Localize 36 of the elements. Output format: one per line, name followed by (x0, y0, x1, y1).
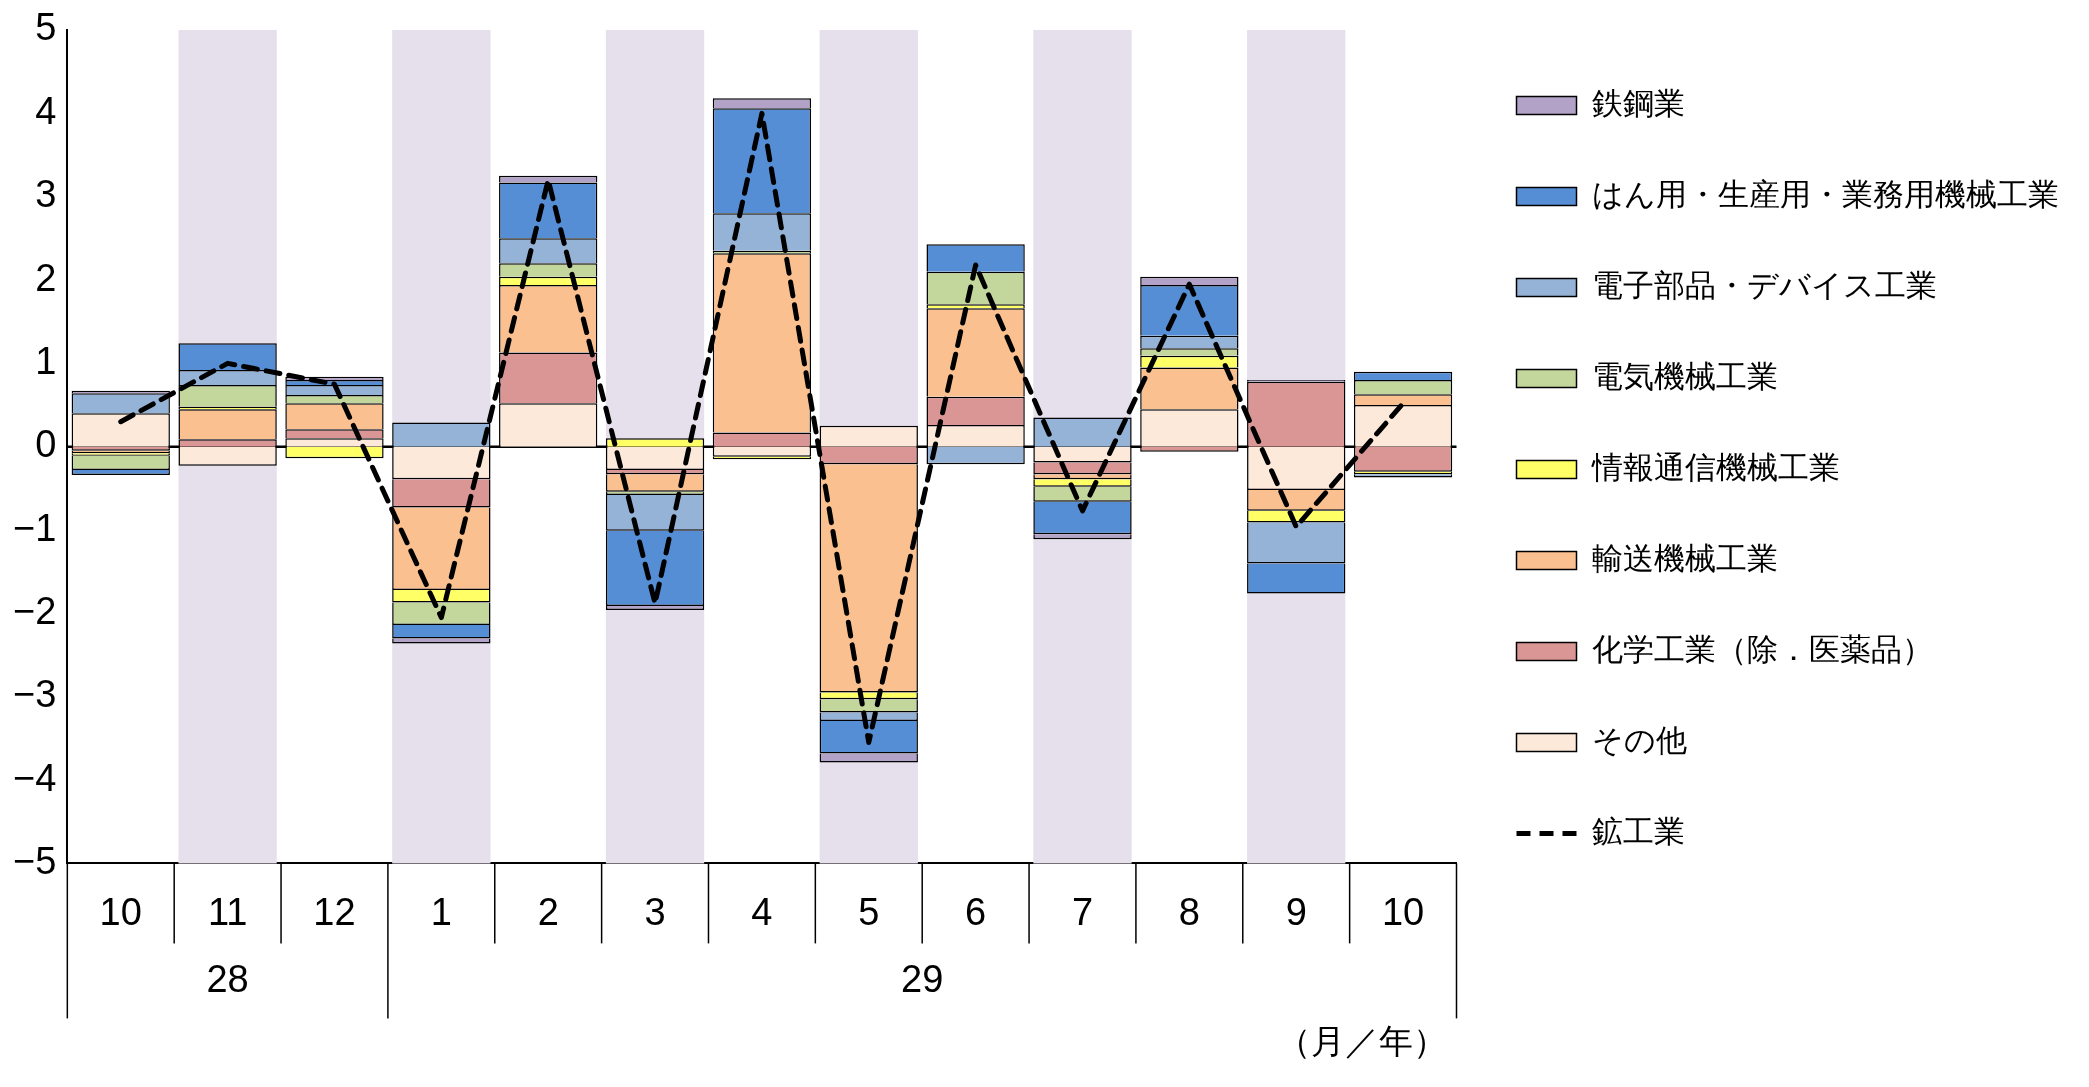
x-tick-label: 7 (1071, 890, 1094, 933)
legend-label: 輸送機械工業 (1592, 541, 1778, 577)
y-tick-label: −5 (13, 839, 57, 882)
legend-label: 電子部品・デバイス工業 (1592, 268, 1937, 304)
legend-label: はん用・生産用・業務用機械工業 (1592, 177, 2059, 213)
legend-label: その他 (1592, 723, 1687, 759)
legend-label: 鉄鋼業 (1592, 86, 1685, 122)
y-tick-label: 4 (35, 89, 57, 132)
x-tick-label: 4 (751, 890, 773, 933)
legend-label: 情報通信機械工業 (1591, 450, 1840, 486)
x-tick-label: 9 (1285, 890, 1307, 933)
x-tick-label: 2 (537, 890, 559, 933)
y-tick-label: −1 (13, 506, 57, 549)
x-tick-label: 12 (313, 890, 356, 933)
legend-label: 鉱工業 (1592, 814, 1685, 850)
y-tick-label: 3 (35, 173, 57, 216)
x-tick-label: 3 (644, 890, 666, 933)
text: 29 (901, 957, 944, 1000)
y-tick-label: 0 (35, 423, 57, 466)
y-tick-label: −3 (13, 673, 57, 716)
x-tick-label: 10 (99, 890, 142, 933)
x-tick-label: 10 (1381, 890, 1425, 933)
text: 28 (206, 957, 249, 1000)
legend-label: 電気機械工業 (1592, 359, 1778, 395)
text: （月／年） (1276, 1021, 1447, 1060)
y-tick-label: 2 (35, 256, 57, 299)
x-tick-label: 6 (965, 890, 987, 933)
y-tick-label: −4 (13, 756, 57, 799)
x-tick-label: 1 (430, 890, 452, 933)
x-tick-label: 8 (1178, 890, 1200, 933)
y-tick-label: −2 (13, 589, 57, 632)
legend-label: 化学工業（除．医薬品） (1592, 632, 1933, 668)
x-tick-label: 5 (858, 890, 880, 933)
y-tick-label: 5 (35, 6, 57, 49)
x-tick-label: 11 (207, 890, 248, 933)
y-tick-label: 1 (35, 339, 57, 382)
